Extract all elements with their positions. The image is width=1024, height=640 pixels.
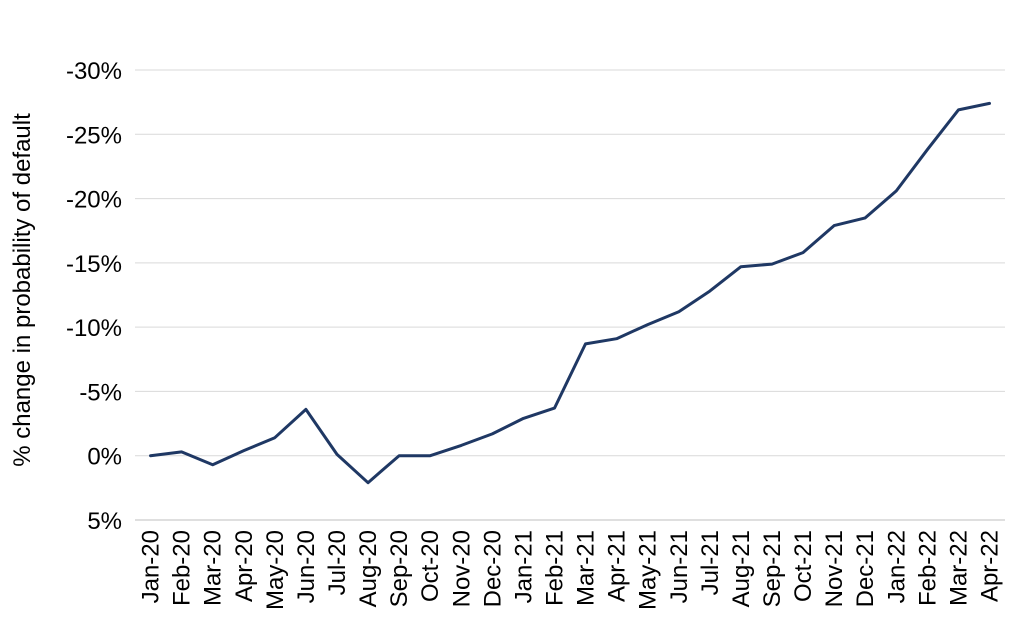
x-tick-label-17: Jun-21 bbox=[666, 530, 693, 603]
x-tick-label-5: Jun-20 bbox=[293, 530, 320, 603]
y-tick-label-5: -5% bbox=[79, 379, 122, 406]
x-tick-label-25: Feb-22 bbox=[914, 530, 941, 606]
y-axis-title: % change in probability of default bbox=[9, 113, 36, 467]
x-tick-label-7: Aug-20 bbox=[355, 530, 382, 607]
x-tick-label-1: Feb-20 bbox=[169, 530, 196, 606]
x-tick-label-8: Sep-20 bbox=[386, 530, 413, 607]
x-tick-label-20: Sep-21 bbox=[759, 530, 786, 607]
x-tick-label-12: Jan-21 bbox=[510, 530, 537, 603]
x-tick-label-10: Nov-20 bbox=[448, 530, 475, 607]
y-tick-label-4: -10% bbox=[66, 315, 122, 342]
x-tick-label-22: Nov-21 bbox=[821, 530, 848, 607]
x-tick-label-24: Jan-22 bbox=[883, 530, 910, 603]
x-tick-label-2: Mar-20 bbox=[200, 530, 227, 606]
x-tick-label-13: Feb-21 bbox=[541, 530, 568, 606]
x-tick-label-9: Oct-20 bbox=[417, 530, 444, 602]
x-tick-label-21: Oct-21 bbox=[790, 530, 817, 602]
y-tick-label-6: 0% bbox=[87, 444, 122, 471]
y-axis-tick-labels: -30% -25% -20% -15% -10% -5% 0% 5% bbox=[66, 58, 122, 535]
x-tick-label-16: May-21 bbox=[635, 530, 662, 610]
x-tick-label-23: Dec-21 bbox=[852, 530, 879, 607]
x-tick-label-18: Jul-21 bbox=[697, 530, 724, 595]
y-tick-label-1: -25% bbox=[66, 122, 122, 149]
x-tick-label-3: Apr-20 bbox=[231, 530, 258, 602]
x-tick-label-14: Mar-21 bbox=[573, 530, 600, 606]
x-tick-label-4: May-20 bbox=[262, 530, 289, 610]
x-tick-label-26: Mar-22 bbox=[945, 530, 972, 606]
x-tick-label-15: Apr-21 bbox=[604, 530, 631, 602]
series-line-0 bbox=[149, 101, 991, 485]
gridlines bbox=[135, 69, 1005, 521]
x-tick-label-19: Aug-21 bbox=[728, 530, 755, 607]
series-layer bbox=[149, 101, 991, 485]
y-tick-label-2: -20% bbox=[66, 187, 122, 214]
y-tick-label-0: -30% bbox=[66, 58, 122, 85]
x-tick-label-6: Jul-20 bbox=[324, 530, 351, 595]
y-tick-label-7: 5% bbox=[87, 508, 122, 535]
x-tick-label-0: Jan-20 bbox=[138, 530, 165, 603]
x-tick-label-27: Apr-22 bbox=[976, 530, 1003, 602]
y-tick-label-3: -15% bbox=[66, 251, 122, 278]
x-tick-label-11: Dec-20 bbox=[479, 530, 506, 607]
x-axis-tick-labels: Jan-20 Feb-20 Mar-20 Apr-20 May-20 Jun-20 Jul-… bbox=[138, 530, 1004, 610]
